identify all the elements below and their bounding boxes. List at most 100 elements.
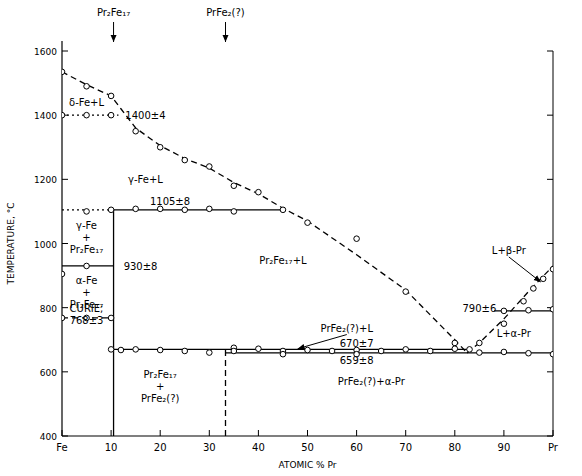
y-axis-label: TEMPERATURE, °C (6, 203, 16, 286)
data-point (62, 69, 65, 75)
region-label: γ-Fe+L (128, 174, 163, 185)
data-point (501, 321, 507, 327)
y-tick-right (547, 243, 553, 244)
data-point (182, 157, 188, 163)
data-point (452, 346, 458, 352)
data-point (108, 112, 114, 118)
phase-diagram: Fe102030405060708090Pr400600800100012001… (0, 0, 582, 476)
data-point (108, 315, 114, 321)
y-axis-line (61, 41, 62, 436)
data-point (133, 347, 139, 353)
data-point (84, 112, 90, 118)
data-point (207, 350, 213, 356)
x-tick (356, 430, 357, 436)
data-point (378, 348, 384, 354)
phase-boundary (114, 349, 468, 350)
x-tick-label: 50 (301, 442, 314, 453)
compound-arrow (113, 22, 114, 42)
y-tick-label: 1200 (34, 175, 57, 185)
region-label: Pr₂Fe₁₇ (70, 244, 103, 255)
y-tick-label: 800 (40, 304, 57, 314)
data-point (501, 308, 507, 314)
y-tick-label: 600 (40, 368, 57, 378)
region-label: 930±8 (124, 261, 158, 272)
x-tick (258, 430, 259, 436)
data-point (526, 307, 532, 313)
data-point (467, 347, 473, 353)
data-point (231, 183, 237, 189)
region-label: Pr₂Fe₁₇+L (259, 255, 307, 266)
data-point (477, 350, 483, 356)
data-point (84, 209, 90, 215)
y-tick-right (547, 436, 553, 437)
x-tick-label: 20 (154, 442, 167, 453)
data-point (550, 266, 553, 272)
y-tick-label: 400 (40, 432, 57, 442)
x-tick-label: 80 (448, 442, 461, 453)
region-label: + (82, 287, 90, 298)
data-point (452, 340, 458, 346)
region-label: 768±3 (70, 315, 104, 326)
data-point (133, 128, 139, 134)
data-point (182, 207, 188, 213)
y-tick-right (547, 371, 553, 372)
data-point (501, 349, 507, 355)
data-point (305, 347, 311, 353)
region-label: L+β-Pr (492, 245, 527, 256)
data-point (157, 144, 163, 150)
x-tick-label: 60 (350, 442, 363, 453)
x-tick (62, 430, 63, 436)
data-point (207, 164, 213, 170)
phase-boundary (113, 210, 114, 436)
y-tick-right (547, 179, 553, 180)
y-tick (62, 436, 68, 437)
x-tick (503, 430, 504, 436)
x-tick (454, 430, 455, 436)
y-tick-label: 1400 (34, 111, 57, 121)
data-point (157, 347, 163, 353)
annotation-arrow (509, 257, 541, 282)
region-label: 1400±4 (125, 110, 165, 121)
data-point (207, 206, 213, 212)
region-label: δ-Fe+L (69, 97, 104, 108)
y-tick-right (547, 115, 553, 116)
region-label: CURIE; (70, 303, 104, 314)
data-point (427, 348, 433, 354)
region-label: PrFe₂(?)+α-Pr (338, 376, 406, 387)
region-label: γ-Fe (76, 220, 97, 231)
data-point (305, 220, 311, 226)
y-tick (62, 371, 68, 372)
x-tick (405, 430, 406, 436)
phase-boundary (62, 72, 467, 353)
data-point (280, 351, 286, 357)
x-tick-label: 10 (105, 442, 118, 453)
data-point (354, 236, 360, 242)
region-label: Pr₂Fe₁₇ (144, 369, 177, 380)
x-tick (307, 430, 308, 436)
data-point (531, 286, 537, 292)
x-tick-label: 30 (203, 442, 216, 453)
y-tick-label: 1600 (34, 47, 57, 57)
data-point (403, 347, 409, 353)
y-tick-label: 1000 (34, 240, 57, 250)
y-tick-right (547, 51, 553, 52)
x-tick (111, 430, 112, 436)
data-point (133, 206, 139, 212)
data-point (84, 83, 90, 89)
y-tick (62, 179, 68, 180)
compound-label: Pr₂Fe₁₇ (97, 7, 130, 18)
y-tick (62, 243, 68, 244)
data-point (526, 350, 532, 356)
data-point (62, 271, 65, 277)
region-label: 790±6 (462, 303, 496, 314)
x-tick (553, 430, 554, 436)
region-label: PrFe₂(?)+L (321, 323, 374, 334)
data-point (231, 209, 237, 215)
data-point (550, 351, 553, 357)
data-point (84, 263, 90, 269)
data-point (231, 348, 237, 354)
phase-boundary (225, 349, 226, 436)
plot-area (62, 69, 553, 436)
compound-arrow (225, 22, 226, 42)
x-axis-label: ATOMIC % Pr (279, 460, 337, 470)
